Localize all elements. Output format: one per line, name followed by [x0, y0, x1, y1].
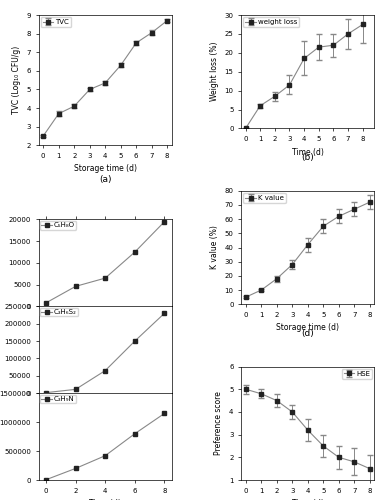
Text: (d): (d) — [301, 329, 314, 338]
X-axis label: Time (d): Time (d) — [292, 148, 324, 156]
C₅H₈O — [73, 284, 78, 290]
Text: (a): (a) — [99, 174, 112, 184]
Legend: C₃H₆S₂: C₃H₆S₂ — [40, 308, 78, 316]
Legend: HSE: HSE — [342, 368, 372, 379]
Y-axis label: TVC (Log₁₀ CFU/g): TVC (Log₁₀ CFU/g) — [12, 46, 21, 114]
Y-axis label: Preference score: Preference score — [215, 392, 223, 455]
X-axis label: Time (d): Time (d) — [292, 499, 324, 500]
Text: (b): (b) — [301, 153, 314, 162]
X-axis label: Storage time (d): Storage time (d) — [74, 164, 137, 173]
C₅H₈O — [132, 249, 137, 255]
C₅H₈O — [103, 275, 108, 281]
C₃H₉N — [162, 410, 167, 416]
Legend: weight loss: weight loss — [243, 17, 299, 27]
Y-axis label: K value (%): K value (%) — [210, 226, 219, 270]
C₃H₉N — [103, 452, 108, 458]
C₃H₆S₂ — [162, 310, 167, 316]
C₃H₉N — [44, 476, 48, 482]
C₃H₆S₂ — [73, 386, 78, 392]
Legend: C₃H₉N: C₃H₉N — [40, 394, 76, 404]
Line: C₃H₆S₂: C₃H₆S₂ — [44, 311, 166, 394]
Legend: C₅H₈O: C₅H₈O — [40, 221, 76, 230]
Y-axis label: Weight loss (%): Weight loss (%) — [210, 42, 219, 102]
C₅H₈O — [44, 300, 48, 306]
Legend: TVC: TVC — [41, 17, 71, 27]
C₃H₆S₂ — [103, 368, 108, 374]
Line: C₅H₈O: C₅H₈O — [44, 220, 166, 305]
C₃H₆S₂ — [44, 390, 48, 396]
X-axis label: Storage time (d): Storage time (d) — [276, 324, 339, 332]
C₃H₉N — [132, 430, 137, 436]
C₅H₈O — [162, 218, 167, 224]
Legend: K value: K value — [243, 193, 286, 203]
X-axis label: Time (d): Time (d) — [89, 499, 121, 500]
Line: C₃H₉N: C₃H₉N — [44, 412, 166, 482]
C₃H₉N — [73, 466, 78, 471]
C₃H₆S₂ — [132, 338, 137, 344]
